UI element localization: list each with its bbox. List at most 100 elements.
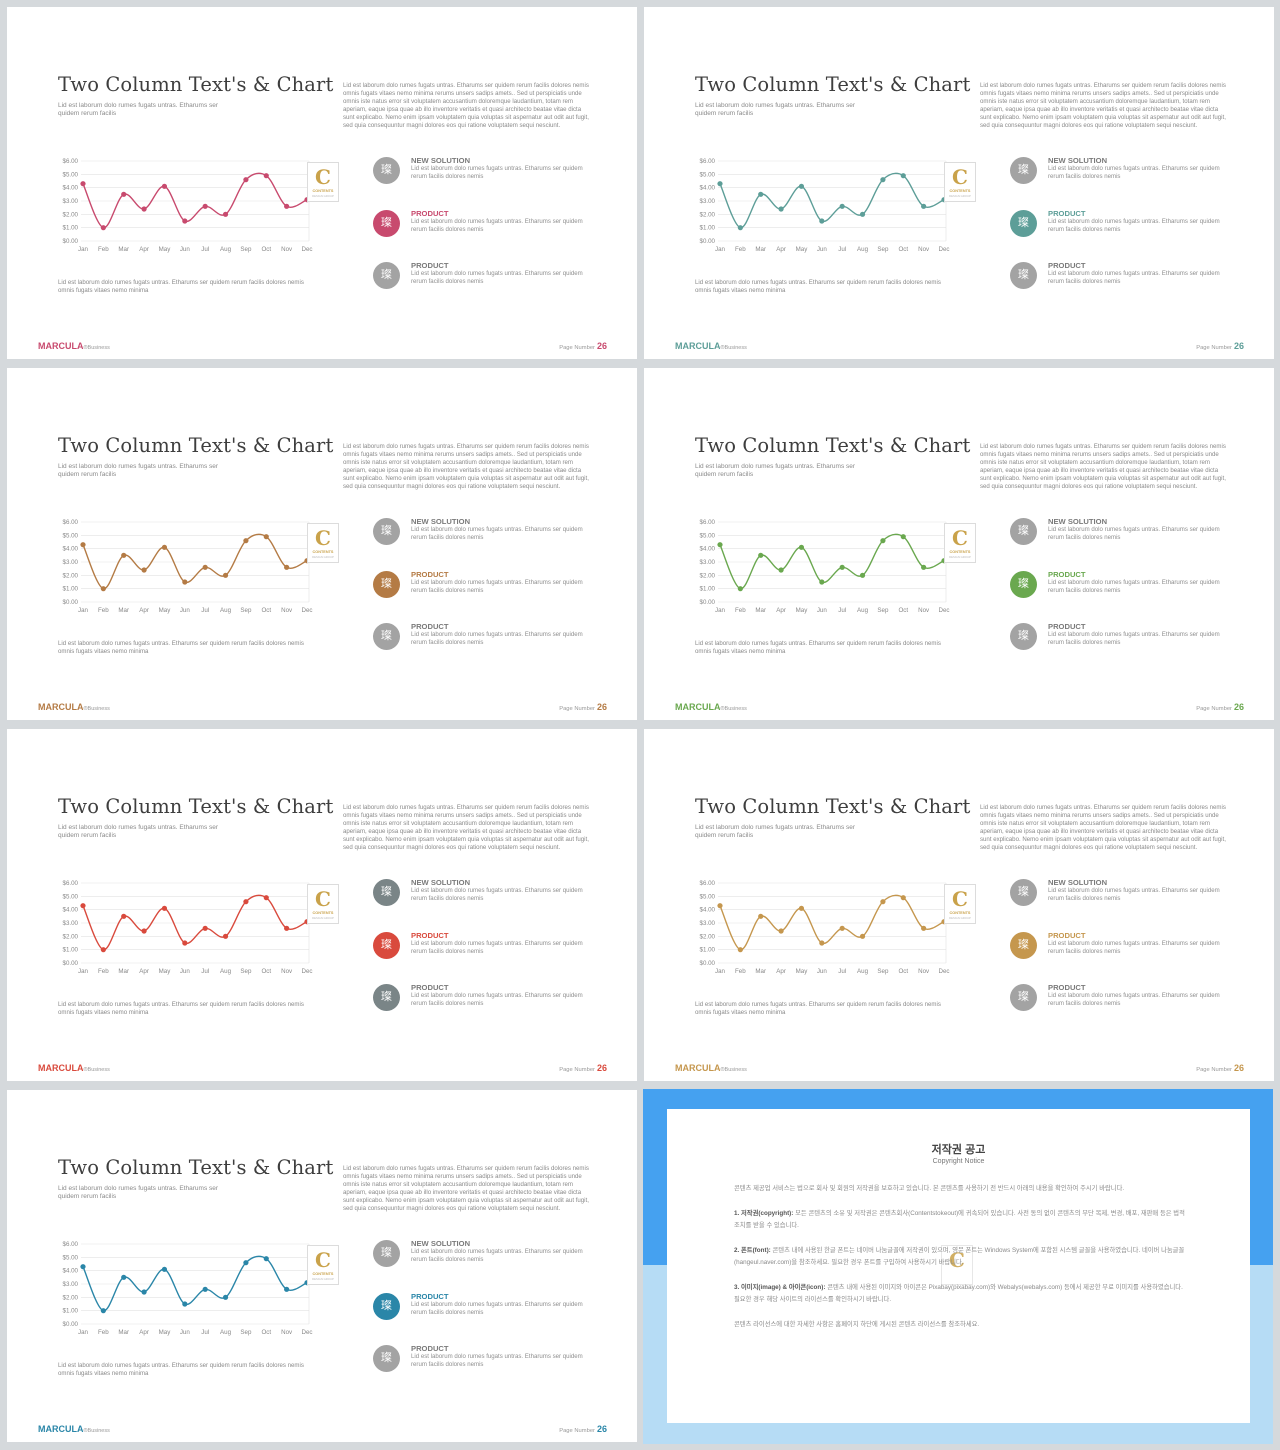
feature-item-1[interactable]: 璨 NEW SOLUTION Lid est laborum dolo rume… (1010, 517, 1230, 548)
y-tick-label: $2.00 (63, 933, 79, 940)
y-tick-label: $2.00 (700, 933, 716, 940)
watermark-logo-letter: C (949, 1248, 965, 1272)
data-point (263, 173, 269, 179)
data-point (284, 1286, 290, 1292)
y-tick-label: $3.00 (700, 920, 716, 927)
feature-item-1[interactable]: 璨 NEW SOLUTION Lid est laborum dolo rume… (373, 1239, 593, 1270)
feature-item-2[interactable]: 璨 PRODUCT Lid est laborum dolo rumes fug… (373, 209, 593, 240)
contents-logo: C CONTENTS DESIGN GROUP (307, 884, 339, 924)
logo-text: CONTENTS (312, 1272, 334, 1276)
series-line (719, 533, 945, 590)
y-tick-label: $2.00 (700, 572, 716, 579)
feature-item-3[interactable]: 璨 PRODUCT Lid est laborum dolo rumes fug… (373, 1344, 593, 1375)
logo-letter: C (952, 887, 968, 911)
page-number-value: 26 (596, 702, 607, 712)
feature-item-2[interactable]: 璨 PRODUCT Lid est laborum dolo rumes fug… (373, 931, 593, 962)
data-point (243, 1260, 249, 1266)
feature-item-3[interactable]: 璨 PRODUCT Lid est laborum dolo rumes fug… (373, 261, 593, 292)
x-tick-label: Aug (857, 246, 869, 253)
x-tick-label: Jul (838, 246, 846, 253)
feature-icon: 璨 (1010, 984, 1037, 1011)
data-point (284, 925, 290, 931)
slide-2[interactable]: Two Column Text's & Chart Lid est laboru… (644, 7, 1274, 359)
feature-title: PRODUCT (411, 931, 449, 940)
feature-icon: 璨 (1010, 879, 1037, 906)
x-tick-label: Mar (118, 968, 129, 975)
data-point (737, 947, 743, 953)
data-point (222, 572, 229, 578)
y-tick-label: $5.00 (700, 893, 716, 900)
feature-item-1[interactable]: 璨 NEW SOLUTION Lid est laborum dolo rume… (1010, 878, 1230, 909)
copyright-section-3-head: 3. 이미지(image) & 아이콘(icon): (734, 1283, 826, 1291)
slide-1[interactable]: Two Column Text's & Chart Lid est laboru… (7, 7, 637, 359)
feature-title: PRODUCT (1048, 261, 1086, 270)
feature-item-2[interactable]: 璨 PRODUCT Lid est laborum dolo rumes fug… (373, 1292, 593, 1323)
x-tick-label: Jul (201, 1329, 209, 1336)
feature-item-1[interactable]: 璨 NEW SOLUTION Lid est laborum dolo rume… (373, 517, 593, 548)
slide-7[interactable]: Two Column Text's & Chart Lid est laboru… (7, 1090, 637, 1442)
brand-logo: MARCULA®Business (38, 702, 110, 712)
copyright-section-1-body: 모든 콘텐츠의 소유 및 저작권은 콘텐츠회사(Contentstokeout)… (734, 1209, 1185, 1230)
slide-4[interactable]: Two Column Text's & Chart Lid est laboru… (644, 368, 1274, 720)
x-tick-label: Oct (261, 968, 271, 975)
slide-3[interactable]: Two Column Text's & Chart Lid est laboru… (7, 368, 637, 720)
data-point (141, 567, 147, 573)
chart-note: Lid est laborum dolo rumes fugats untras… (695, 279, 941, 294)
data-point (921, 564, 927, 570)
data-point (243, 899, 249, 905)
logo-subtext: DESIGN GROUP (312, 1277, 334, 1281)
slide-6[interactable]: Two Column Text's & Chart Lid est laboru… (644, 729, 1274, 1081)
feature-item-1[interactable]: 璨 NEW SOLUTION Lid est laborum dolo rume… (373, 156, 593, 187)
data-point (900, 895, 906, 901)
feature-item-2[interactable]: 璨 PRODUCT Lid est laborum dolo rumes fug… (1010, 209, 1230, 240)
feature-title: PRODUCT (411, 570, 449, 579)
feature-item-1[interactable]: 璨 NEW SOLUTION Lid est laborum dolo rume… (373, 878, 593, 909)
feature-item-2[interactable]: 璨 PRODUCT Lid est laborum dolo rumes fug… (373, 570, 593, 601)
feature-title: NEW SOLUTION (411, 156, 471, 165)
feature-item-3[interactable]: 璨 PRODUCT Lid est laborum dolo rumes fug… (373, 622, 593, 653)
y-tick-label: $0.00 (63, 1321, 79, 1328)
feature-item-3[interactable]: 璨 PRODUCT Lid est laborum dolo rumes fug… (373, 983, 593, 1014)
data-point (222, 933, 229, 939)
y-tick-label: $6.00 (700, 880, 716, 887)
brand-logo: MARCULA®Business (38, 1424, 110, 1434)
data-point (737, 225, 743, 231)
data-point (839, 925, 845, 931)
x-tick-label: Sep (877, 968, 889, 975)
brand-logo: MARCULA®Business (675, 702, 747, 712)
feature-desc: Lid est laborum dolo rumes fugats untras… (411, 165, 583, 180)
feature-item-3[interactable]: 璨 PRODUCT Lid est laborum dolo rumes fug… (1010, 622, 1230, 653)
brand-name: MARCULA (38, 1424, 84, 1434)
y-tick-label: $6.00 (63, 519, 79, 526)
data-point (202, 925, 208, 931)
x-tick-label: Nov (281, 607, 293, 614)
feature-icon: 璨 (373, 1240, 400, 1267)
y-tick-label: $5.00 (63, 1254, 79, 1261)
feature-item-1[interactable]: 璨 NEW SOLUTION Lid est laborum dolo rume… (1010, 156, 1230, 187)
data-point (182, 1301, 188, 1307)
copyright-section-2-body: 콘텐츠 내에 사용된 한글 폰트는 네이버 나눔글꼴에 저작권이 있으며, 영문… (734, 1246, 1185, 1267)
feature-item-2[interactable]: 璨 PRODUCT Lid est laborum dolo rumes fug… (1010, 570, 1230, 601)
feature-item-3[interactable]: 璨 PRODUCT Lid est laborum dolo rumes fug… (1010, 983, 1230, 1014)
y-tick-label: $3.00 (63, 559, 79, 566)
y-tick-label: $1.00 (700, 586, 716, 593)
feature-item-3[interactable]: 璨 PRODUCT Lid est laborum dolo rumes fug… (1010, 261, 1230, 292)
brand-name: MARCULA (38, 702, 84, 712)
x-tick-label: Feb (735, 968, 746, 975)
data-point (202, 1286, 208, 1292)
data-point (243, 177, 249, 183)
x-tick-label: Oct (261, 246, 271, 253)
y-tick-label: $5.00 (700, 171, 716, 178)
x-tick-label: Jan (715, 246, 726, 253)
feature-item-2[interactable]: 璨 PRODUCT Lid est laborum dolo rumes fug… (1010, 931, 1230, 962)
copyright-section-3: 3. 이미지(image) & 아이콘(icon): 콘텐츠 내에 사용된 이미… (734, 1282, 1186, 1307)
x-tick-label: Jul (838, 968, 846, 975)
series-line (719, 172, 945, 229)
feature-desc: Lid est laborum dolo rumes fugats untras… (411, 1301, 583, 1316)
data-point (737, 586, 743, 592)
feature-title: NEW SOLUTION (411, 878, 471, 887)
logo-text: CONTENTS (949, 550, 971, 554)
slide-5[interactable]: Two Column Text's & Chart Lid est laboru… (7, 729, 637, 1081)
copyright-slide[interactable]: 저작권 공고 Copyright Notice C 콘텐츠 제공업 서비스는 법… (643, 1089, 1273, 1444)
x-tick-label: Feb (98, 246, 109, 253)
